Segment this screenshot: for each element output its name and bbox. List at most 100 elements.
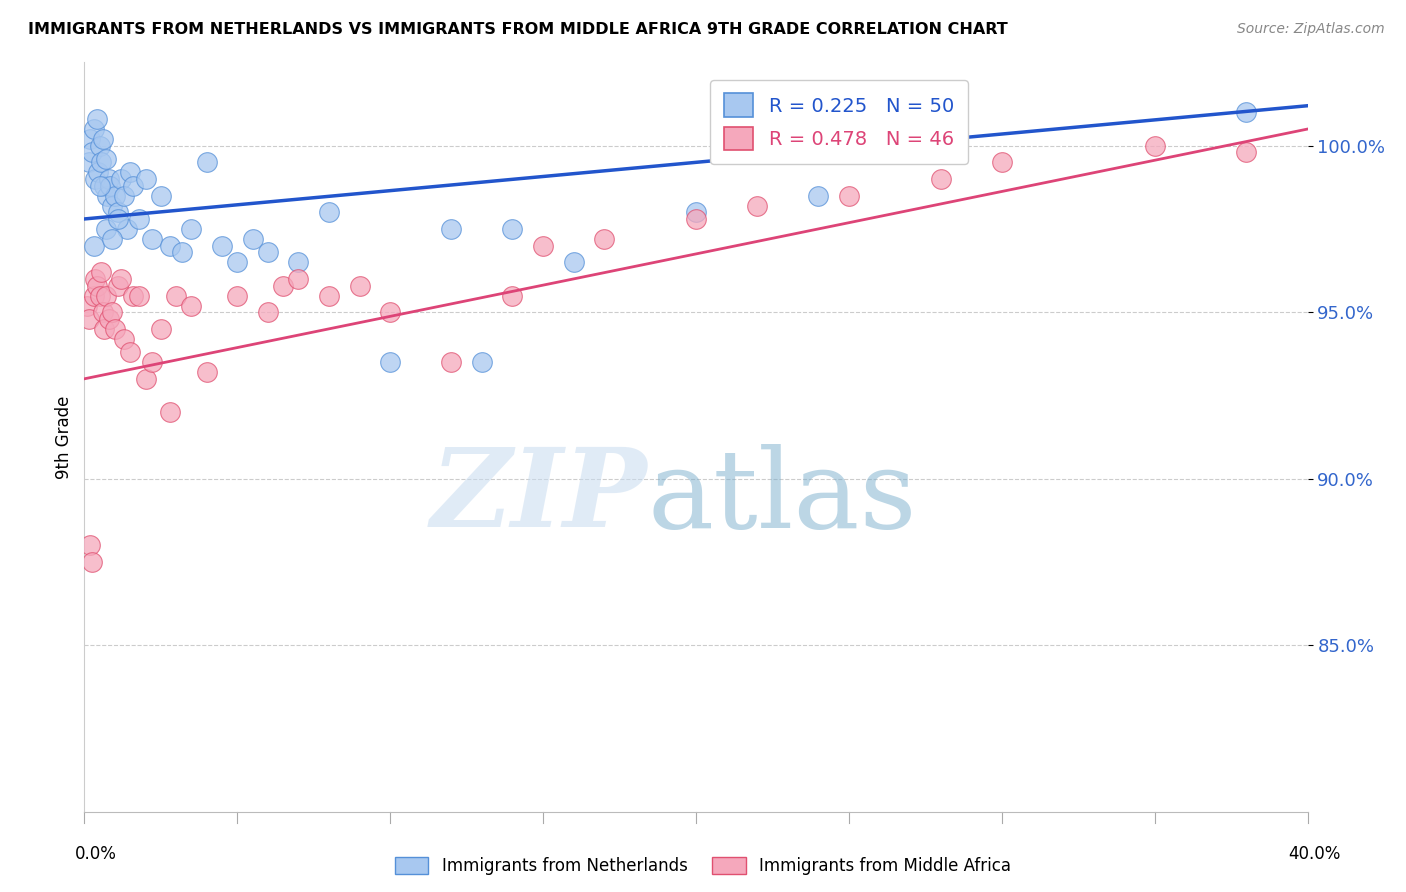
Point [90, 265, 112, 279]
Point [172, 245, 194, 260]
Point [91, 132, 114, 146]
Point [195, 155, 218, 169]
Point [593, 232, 616, 246]
Point [84, 272, 107, 286]
Point [94, 152, 117, 166]
Point [180, 299, 202, 313]
Point [141, 355, 163, 369]
Point [318, 288, 340, 302]
Point [91, 305, 114, 319]
Point [502, 288, 524, 302]
Text: atlas: atlas [647, 443, 917, 550]
Point [685, 205, 707, 219]
Point [149, 188, 172, 202]
Point [287, 272, 309, 286]
Point [101, 305, 124, 319]
Text: 40.0%: 40.0% [1288, 846, 1341, 863]
Text: 0.0%: 0.0% [75, 846, 117, 863]
Text: Source: ZipAtlas.com: Source: ZipAtlas.com [1237, 22, 1385, 37]
Point [747, 199, 769, 213]
Text: IMMIGRANTS FROM NETHERLANDS VS IMMIGRANTS FROM MIDDLE AFRICA 9TH GRADE CORRELATI: IMMIGRANTS FROM NETHERLANDS VS IMMIGRANT… [28, 22, 1008, 37]
Point [94, 288, 117, 302]
Point [83, 238, 105, 252]
Point [562, 255, 585, 269]
Point [149, 322, 172, 336]
Text: ZIP: ZIP [430, 443, 647, 550]
Point [929, 172, 952, 186]
Point [112, 188, 135, 202]
Point [104, 322, 127, 336]
Point [77, 155, 100, 169]
Point [257, 245, 280, 260]
Point [110, 172, 132, 186]
Point [79, 132, 101, 146]
Point [226, 288, 249, 302]
Point [135, 372, 157, 386]
Legend: R = 0.225   N = 50, R = 0.478   N = 46: R = 0.225 N = 50, R = 0.478 N = 46 [710, 79, 967, 164]
Point [80, 555, 103, 569]
Point [110, 272, 132, 286]
Point [86, 112, 108, 126]
Point [159, 405, 181, 419]
Point [87, 165, 110, 179]
Point [80, 145, 103, 160]
Point [101, 232, 124, 246]
Point [349, 278, 371, 293]
Point [685, 211, 707, 226]
Point [380, 305, 402, 319]
Point [1143, 138, 1166, 153]
Point [93, 322, 115, 336]
Point [1236, 145, 1258, 160]
Point [128, 288, 150, 302]
Point [107, 278, 129, 293]
Point [90, 155, 112, 169]
Point [471, 355, 494, 369]
Point [531, 238, 554, 252]
Point [122, 288, 145, 302]
Point [107, 205, 129, 219]
Legend: Immigrants from Netherlands, Immigrants from Middle Africa: Immigrants from Netherlands, Immigrants … [387, 849, 1019, 884]
Point [211, 238, 233, 252]
Point [165, 288, 187, 302]
Point [89, 138, 111, 153]
Point [120, 165, 142, 179]
Point [83, 122, 105, 136]
Point [122, 178, 145, 193]
Point [89, 288, 111, 302]
Point [380, 355, 402, 369]
Point [135, 172, 157, 186]
Point [101, 199, 124, 213]
Point [84, 172, 107, 186]
Point [89, 178, 111, 193]
Point [195, 365, 218, 379]
Point [120, 345, 142, 359]
Point [838, 188, 860, 202]
Point [502, 222, 524, 236]
Point [159, 238, 181, 252]
Point [98, 178, 121, 193]
Point [112, 332, 135, 346]
Point [287, 255, 309, 269]
Point [440, 355, 463, 369]
Point [440, 222, 463, 236]
Point [97, 172, 120, 186]
Point [128, 211, 150, 226]
Point [180, 222, 202, 236]
Y-axis label: 9th Grade: 9th Grade [55, 395, 73, 479]
Point [318, 205, 340, 219]
Point [94, 222, 117, 236]
Point [807, 188, 830, 202]
Point [93, 178, 115, 193]
Point [79, 538, 101, 552]
Point [104, 188, 127, 202]
Point [83, 288, 105, 302]
Point [86, 278, 108, 293]
Point [77, 311, 100, 326]
Point [76, 299, 98, 313]
Point [991, 155, 1014, 169]
Point [271, 278, 294, 293]
Point [257, 305, 280, 319]
Point [115, 222, 138, 236]
Point [242, 232, 264, 246]
Point [1236, 105, 1258, 120]
